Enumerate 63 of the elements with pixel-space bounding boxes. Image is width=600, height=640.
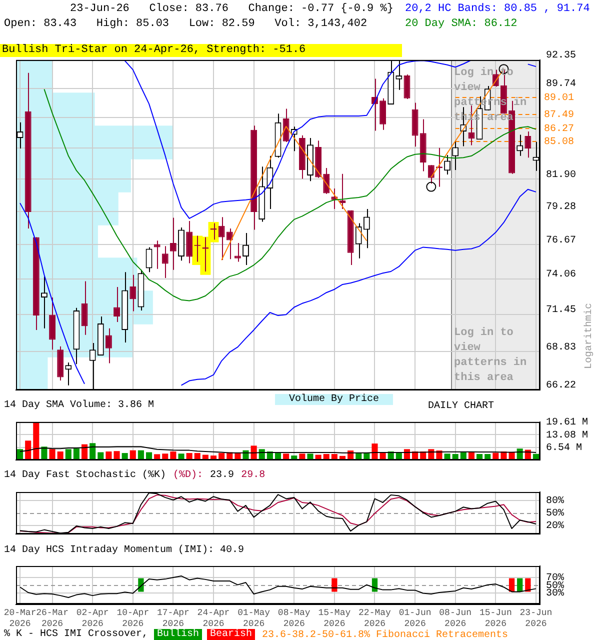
- bar: [372, 444, 378, 460]
- x-tick-label: 22-May 2026: [358, 608, 392, 629]
- chart-subtitle: Open: 83.43 High: 85.03 Low: 82.59 Vol: 3,143,402: [4, 18, 368, 30]
- y-tick-label: 76.67: [546, 235, 576, 246]
- y-tick-label: 50%: [546, 508, 564, 520]
- series-label: 14 Day Fast Stochastic (%K): [4, 470, 166, 481]
- y-tick-label: 80%: [546, 496, 564, 508]
- y-tick-label: 19.61 M: [546, 418, 588, 429]
- text: DAILY CHART: [428, 401, 494, 413]
- bar: [73, 448, 80, 460]
- y-tick-label: 20%: [546, 521, 564, 532]
- ref-line-label: 86.27: [544, 124, 574, 136]
- y-tick-label: 89.74: [546, 79, 576, 90]
- ref-line-label: 85.08: [544, 137, 574, 148]
- text: 23.9: [210, 470, 234, 481]
- y-tick-label: 6.54 M: [546, 442, 582, 454]
- x-tick-label: 10-Apr 2026: [116, 608, 150, 629]
- ref-line-label: 87.49: [544, 110, 574, 122]
- text: Bullish Tri-Star on 24-Apr-26, Strength: -51.6: [0, 44, 402, 57]
- bar: [114, 451, 120, 460]
- text: 29.8: [241, 470, 266, 481]
- y-tick-label: 66.22: [546, 380, 576, 392]
- bar: [146, 452, 152, 460]
- bar: [33, 422, 40, 460]
- x-tick-label: 17-Apr 2026: [156, 608, 190, 629]
- x-tick-label: 08-May 2026: [278, 608, 311, 629]
- text: Volume By Price: [275, 394, 394, 405]
- ref-line-label: 89.01: [544, 93, 574, 104]
- x-tick-label: 23-Jun 2026: [520, 608, 552, 629]
- text: Bearish: [207, 629, 256, 640]
- bar: [178, 454, 184, 460]
- text: 20,2 HC Bands: 80.85 , 91.74: [405, 3, 590, 15]
- bar: [98, 452, 104, 460]
- x-tick-label: 01-Jun 2026: [398, 608, 432, 629]
- y-tick-label: 68.83: [546, 342, 576, 354]
- y-tick-label: 92.35: [546, 50, 576, 62]
- bar: [307, 454, 314, 460]
- bar: [49, 449, 56, 460]
- text: Log in to view patterns in this area: [454, 327, 527, 384]
- y-tick-label: 74.06: [546, 270, 576, 281]
- y-tick-label: 79.28: [546, 202, 576, 214]
- y-axis-title: Logarithmic: [584, 302, 596, 372]
- x-tick-label: 24-Apr 2026: [197, 608, 230, 629]
- x-tick-label: 15-May 2026: [318, 608, 352, 629]
- x-tick-label: 15-Jun 2026: [479, 608, 512, 629]
- y-tick-label: 81.90: [546, 170, 576, 181]
- text: 23.6-38.2-50-61.8% Fibonacci Retracements: [262, 630, 508, 640]
- y-tick-label: 71.45: [546, 305, 576, 316]
- y-tick-label: 13.08 M: [546, 430, 588, 442]
- x-tick-label: 26-Mar 2026: [36, 608, 68, 629]
- x-tick-label: 01-May 2026: [238, 608, 271, 629]
- bar: [25, 440, 32, 460]
- chart-title: 14 Day HCS Intraday Momentum (IMI): 40.9: [4, 545, 244, 557]
- text: Bullish: [154, 629, 202, 640]
- bar: [65, 449, 72, 460]
- legend-title: % K - HCS IMI Crossover,: [4, 629, 150, 640]
- x-tick-label: 08-Jun 2026: [439, 608, 472, 629]
- series-label: (%D):: [173, 470, 204, 481]
- chart-title: 23-Jun-26 Close: 83.76 Change: -0.77 {-0.9 %}: [70, 3, 394, 15]
- chart-title: 14 Day SMA Volume: 3.86 M: [4, 400, 154, 412]
- text: 20 Day SMA: 86.12: [405, 18, 518, 30]
- x-tick-label: 02-Apr 2026: [76, 608, 109, 629]
- x-tick-label: 20-Mar 2026: [4, 608, 36, 629]
